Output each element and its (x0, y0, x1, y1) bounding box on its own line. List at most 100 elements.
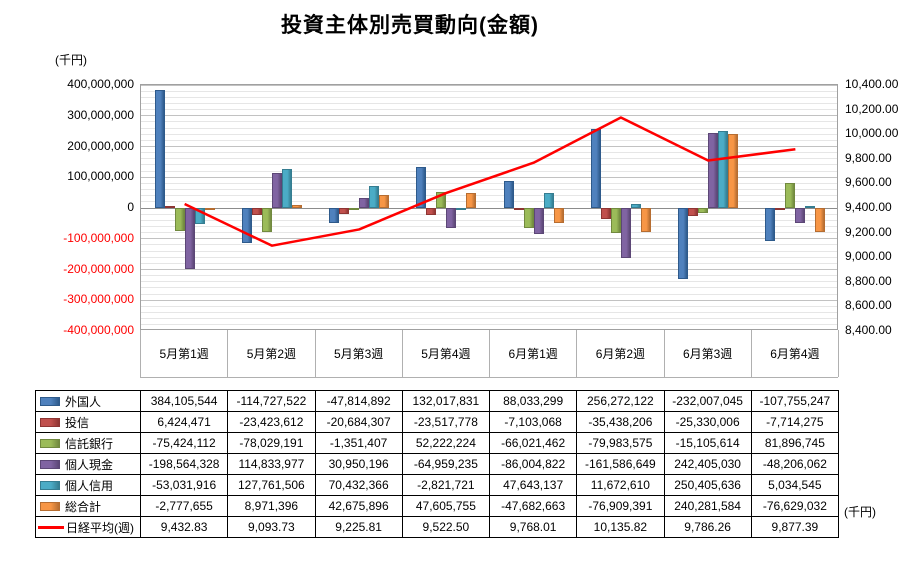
value-cell: 6,424,471 (139, 411, 229, 433)
bar-legend-icon (40, 438, 60, 448)
gridline (141, 195, 837, 197)
chart-title: 投資主体別売買動向(金額) (281, 14, 539, 37)
value-cell: 70,432,366 (314, 474, 403, 496)
value-cell: 30,950,196 (314, 453, 403, 475)
value-cell: -47,814,892 (314, 390, 403, 412)
bar-総合計 (640, 208, 651, 232)
gridline (141, 115, 837, 117)
bar-信託銀行 (698, 208, 709, 213)
bar-個人信用 (281, 168, 292, 208)
value-cell: 81,896,745 (750, 432, 840, 454)
value-cell: 114,833,977 (227, 453, 316, 475)
value-cell: 11,672,610 (576, 474, 665, 496)
table-row: 外国人 384,105,544 -114,727,522 -47,814,892 132… (35, 390, 840, 412)
gridline (141, 139, 837, 141)
right-axis-tick-label: 9,600.00 (845, 175, 892, 190)
bar-外国人 (329, 208, 340, 223)
bar-投信 (600, 208, 611, 219)
value-cell: 88,033,299 (488, 390, 578, 412)
left-axis-tick-label: 100,000,000 (67, 169, 134, 184)
left-axis-tick-label: 0 (127, 200, 134, 214)
value-cell: -25,330,006 (663, 411, 752, 433)
bar-信託銀行 (174, 208, 185, 232)
value-cell: -2,821,721 (401, 474, 491, 496)
value-cell: -23,423,612 (227, 411, 316, 433)
value-cell: -198,564,328 (139, 453, 229, 475)
left-axis-tick-label: -400,000,000 (63, 323, 134, 337)
value-cell: 9,768.01 (488, 516, 578, 538)
bar-個人現金 (271, 172, 282, 208)
bar-外国人 (678, 208, 689, 280)
gridline (141, 225, 837, 227)
bar-個人現金 (795, 208, 806, 223)
value-cell: -2,777,655 (139, 495, 229, 517)
value-cell: 10,135.82 (576, 516, 665, 538)
value-cell: -66,021,462 (488, 432, 578, 454)
value-cell: 127,761,506 (227, 474, 316, 496)
value-cell: -78,029,191 (227, 432, 316, 454)
gridline (141, 158, 837, 160)
series-data-table-container: 外国人 384,105,544 -114,727,522 -47,814,892 132… (35, 390, 840, 538)
value-cell: 47,643,137 (488, 474, 578, 496)
value-cell: 9,522.50 (401, 516, 491, 538)
left-value-axis: 400,000,000 300,000,000 200,000,000 100,000… (0, 77, 134, 337)
bar-個人現金 (533, 208, 544, 235)
bar-個人現金 (184, 208, 195, 270)
value-cell: -76,629,032 (750, 495, 840, 517)
gridline (141, 90, 837, 92)
value-cell: -64,959,235 (401, 453, 491, 475)
category-label: 5月第2週 (228, 330, 316, 377)
gridline (141, 262, 837, 264)
gridline (141, 164, 837, 166)
gridline (141, 189, 837, 191)
value-cell: -7,103,068 (488, 411, 578, 433)
bar-信託銀行 (610, 208, 621, 233)
bar-総合計 (379, 194, 390, 208)
series-name: 日経平均(週) (66, 520, 134, 535)
table-row: 個人信用 -53,031,916 127,761,506 70,432,366 -2,8… (35, 474, 840, 496)
bar-総合計 (815, 208, 826, 232)
gridline (141, 182, 837, 184)
value-cell: -53,031,916 (139, 474, 229, 496)
value-cell: -20,684,307 (314, 411, 403, 433)
gridline (141, 213, 837, 215)
value-cell: 250,405,636 (663, 474, 752, 496)
bar-個人現金 (359, 198, 370, 208)
bar-legend-icon (40, 459, 60, 469)
gridline (141, 324, 837, 326)
value-cell: -7,714,275 (750, 411, 840, 433)
plot-area (140, 84, 838, 330)
bar-個人信用 (194, 208, 205, 225)
gridline (141, 293, 837, 295)
table-row: 総合計 -2,777,655 8,971,396 42,675,896 47,605,7… (35, 495, 840, 517)
series-name: 総合計 (65, 499, 102, 514)
bar-個人信用 (718, 131, 729, 208)
category-label: 6月第2週 (577, 330, 665, 377)
value-cell: -1,351,407 (314, 432, 403, 454)
gridline (141, 201, 837, 203)
right-axis-tick-label: 10,200.00 (845, 101, 899, 116)
gridline (141, 133, 837, 135)
bar-総合計 (553, 208, 564, 223)
bar-総合計 (728, 134, 739, 208)
bar-投信 (426, 208, 437, 216)
gridline (141, 219, 837, 221)
value-cell: 52,222,224 (401, 432, 491, 454)
bar-外国人 (241, 208, 252, 244)
value-cell: -86,004,822 (488, 453, 578, 475)
gridline (141, 318, 837, 320)
series-name: 投信 (65, 415, 90, 430)
value-cell: 242,405,030 (663, 453, 752, 475)
gridline (141, 146, 837, 147)
gridline (141, 299, 837, 301)
left-axis-tick-label: -200,000,000 (63, 261, 134, 276)
right-axis-tick-label: 10,000.00 (845, 126, 899, 141)
series-legend-cell: 個人信用 (35, 474, 141, 496)
value-cell: -35,438,206 (576, 411, 665, 433)
bar-外国人 (416, 167, 427, 208)
value-cell: -107,755,247 (750, 390, 840, 412)
gridline (141, 232, 837, 234)
category-label: 6月第3週 (665, 330, 752, 377)
bar-総合計 (466, 193, 477, 208)
